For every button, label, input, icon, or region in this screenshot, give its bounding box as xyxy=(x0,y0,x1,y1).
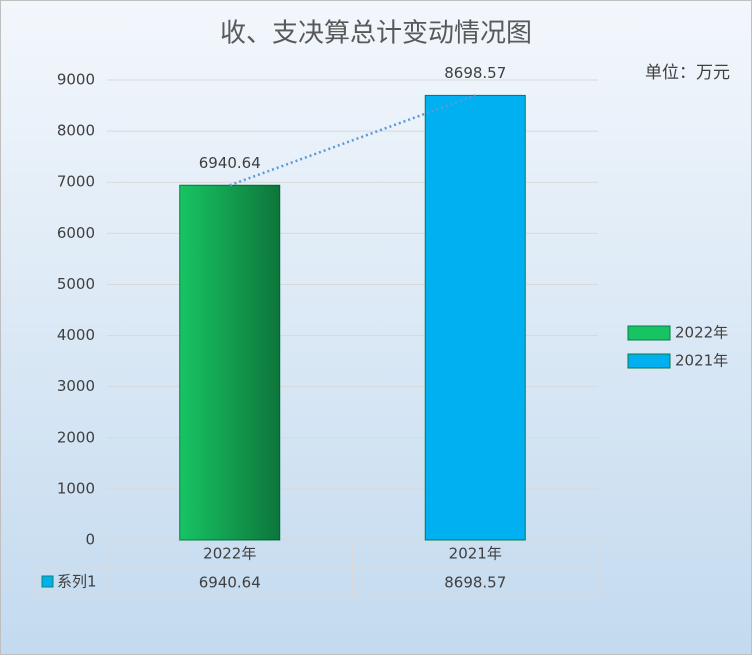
trend-line xyxy=(229,94,476,187)
y-tick-label: 1000 xyxy=(57,479,95,497)
table-value: 8698.57 xyxy=(444,574,506,592)
y-tick-label: 4000 xyxy=(57,326,95,344)
x-tick-label: 2022年 xyxy=(203,545,256,563)
legend-swatch xyxy=(627,353,671,369)
bar xyxy=(424,94,526,541)
y-tick-label: 8000 xyxy=(57,122,95,140)
y-tick-label: 0 xyxy=(85,531,95,549)
data-label: 6940.64 xyxy=(199,154,261,172)
legend-label: 2022年 xyxy=(675,324,728,342)
data-label: 8698.57 xyxy=(444,64,506,82)
table-series-name: 系列1 xyxy=(57,573,97,591)
y-tick-label: 3000 xyxy=(57,377,95,395)
y-tick-label: 6000 xyxy=(57,224,95,242)
y-tick-label: 5000 xyxy=(57,275,95,293)
chart-title: 收、支决算总计变动情况图 xyxy=(220,19,532,49)
table-value: 6940.64 xyxy=(199,574,261,592)
y-tick-label: 9000 xyxy=(57,71,95,89)
table-legend-key xyxy=(41,575,54,588)
bar-shade xyxy=(179,185,280,541)
legend-label: 2021年 xyxy=(675,352,728,370)
x-tick-label: 2021年 xyxy=(449,545,502,563)
unit-label: 单位：万元 xyxy=(645,63,730,83)
y-tick-label: 2000 xyxy=(57,428,95,446)
y-tick-label: 7000 xyxy=(57,173,95,191)
legend-swatch xyxy=(627,325,671,341)
